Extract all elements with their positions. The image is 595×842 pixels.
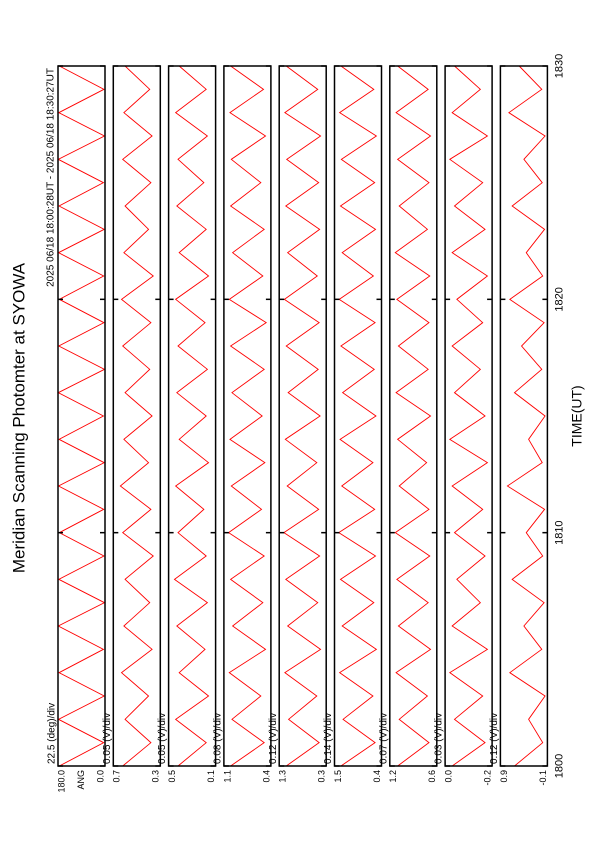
panel-frame	[278, 65, 327, 767]
scale-label: 0.14 (V)/div	[323, 713, 334, 764]
x-axis-label: TIME(UT)	[569, 385, 585, 446]
y-tick-label: 1.1	[222, 770, 232, 783]
scale-label: 0.12 (V)/div	[489, 713, 500, 764]
y-tick-label: 0.1	[206, 770, 216, 783]
scale-label: 0.05 (V)/div	[157, 713, 168, 764]
panel-frame	[112, 65, 162, 767]
scale-label: 0.08 (V)/div	[213, 713, 224, 764]
y-tick-label: -0.2	[482, 770, 492, 786]
data-line	[448, 65, 489, 767]
y-tick-label: 0.3	[317, 770, 327, 783]
data-line	[283, 65, 322, 767]
data-line	[394, 65, 432, 767]
time-range: 2025 06/18 18:00:28UT - 2025 06/18 18:30…	[46, 68, 57, 287]
data-line	[227, 65, 268, 767]
y-tick-label: 0.9	[499, 770, 509, 783]
data-line	[173, 65, 210, 767]
panel-frame	[167, 65, 217, 767]
panel-frame	[333, 65, 383, 767]
y-tick-label: 0.7	[112, 770, 122, 783]
scale-label: 0.07 (V)/div	[378, 713, 389, 764]
y-tick-label: 0.5	[167, 770, 177, 783]
panel-frame	[389, 65, 438, 767]
panel-frame	[444, 65, 493, 767]
y-tick-label: 0.0	[443, 770, 453, 783]
series-name: ANG	[76, 770, 86, 790]
scale-label: 0.03 (V)/div	[434, 713, 445, 764]
panel-frame	[499, 65, 549, 767]
y-tick-label: 0.4	[261, 770, 271, 783]
y-tick-label: 1.5	[333, 770, 343, 783]
x-tick-label: 1800	[553, 754, 565, 778]
y-tick-label: 0.6	[427, 770, 437, 783]
data-line	[57, 65, 106, 767]
panel-frame	[57, 65, 106, 767]
y-tick-label: 0.0	[95, 770, 105, 783]
chart-title: Meridian Scanning Photomter at SYOWA	[9, 262, 28, 573]
scale-label: 0.05 (V)/div	[102, 713, 113, 764]
y-tick-label: 180.0	[56, 770, 66, 793]
y-tick-label: 0.4	[372, 770, 382, 783]
scale-label: 0.12 (V)/div	[268, 713, 279, 764]
x-tick-label: 1820	[553, 287, 565, 311]
data-line	[119, 65, 154, 767]
scale-label: 22.5 (deg)/div	[47, 703, 58, 764]
panel-frame	[223, 65, 272, 767]
y-tick-label: 1.3	[278, 770, 288, 783]
data-line	[506, 65, 546, 767]
y-tick-label: 1.2	[388, 770, 398, 783]
x-tick-label: 1830	[553, 54, 565, 78]
y-tick-label: -0.1	[538, 770, 548, 786]
y-tick-label: 0.3	[151, 770, 161, 783]
data-line	[337, 65, 378, 767]
x-tick-label: 1810	[553, 520, 565, 544]
